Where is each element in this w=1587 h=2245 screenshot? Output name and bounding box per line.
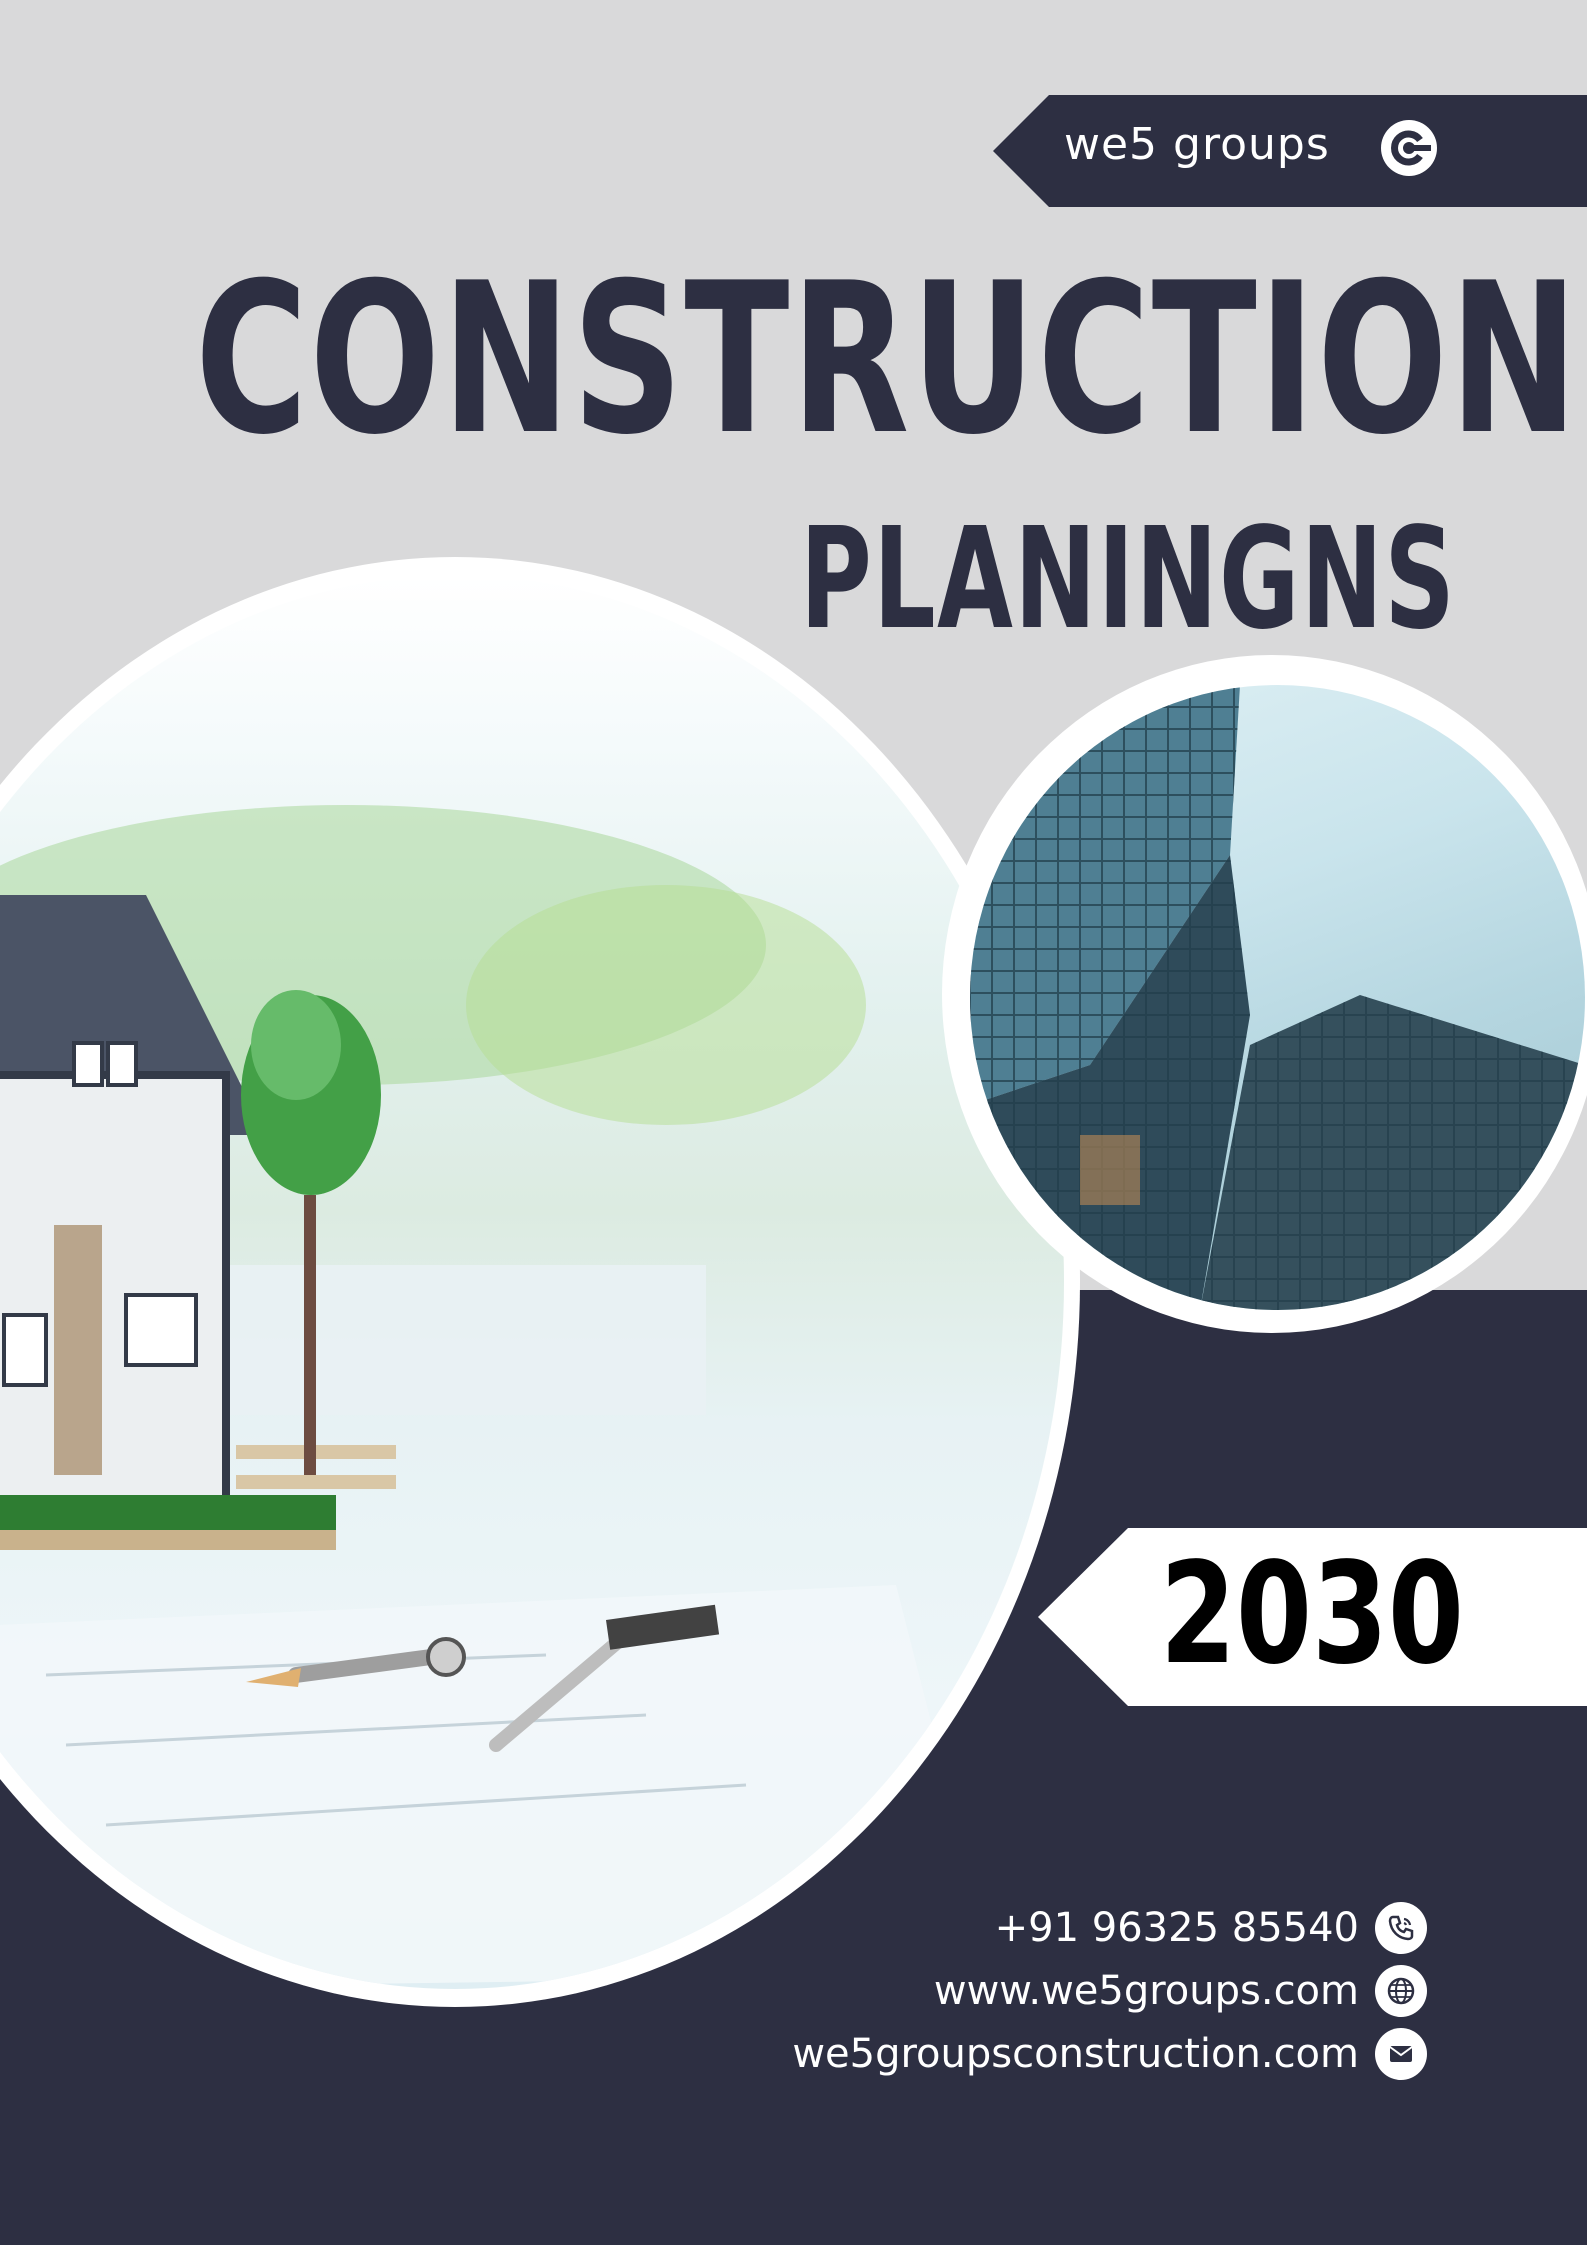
glass-towers-illustration [970, 685, 1585, 1310]
contact-website[interactable]: www.we5groups.com [427, 1963, 1427, 2019]
year-label: 2030 [1160, 1533, 1464, 1696]
brand-name: we5 groups [1064, 119, 1330, 170]
contact-email-text: we5groupsconstruction.com [792, 2031, 1359, 2077]
year-banner [1038, 1528, 1587, 1706]
contact-list: +91 96325 85540 www.we5groups.com [427, 1900, 1427, 2089]
contact-phone[interactable]: +91 96325 85540 [427, 1900, 1427, 1956]
brand-ribbon [993, 95, 1587, 207]
phone-icon [1375, 1902, 1427, 1954]
contact-phone-text: +91 96325 85540 [994, 1905, 1359, 1951]
globe-icon [1375, 1965, 1427, 2017]
contact-email[interactable]: we5groupsconstruction.com [427, 2026, 1427, 2082]
page-title: CONSTRUCTION [195, 239, 1580, 481]
page-subtitle: PLANINGNS [800, 498, 1457, 661]
contact-website-text: www.we5groups.com [933, 1968, 1359, 2014]
mail-icon [1375, 2028, 1427, 2080]
house-model-photo [0, 575, 1064, 1989]
c-logo-icon [1381, 120, 1437, 176]
glass-towers-photo [970, 685, 1585, 1310]
house-model-illustration [0, 805, 996, 1989]
